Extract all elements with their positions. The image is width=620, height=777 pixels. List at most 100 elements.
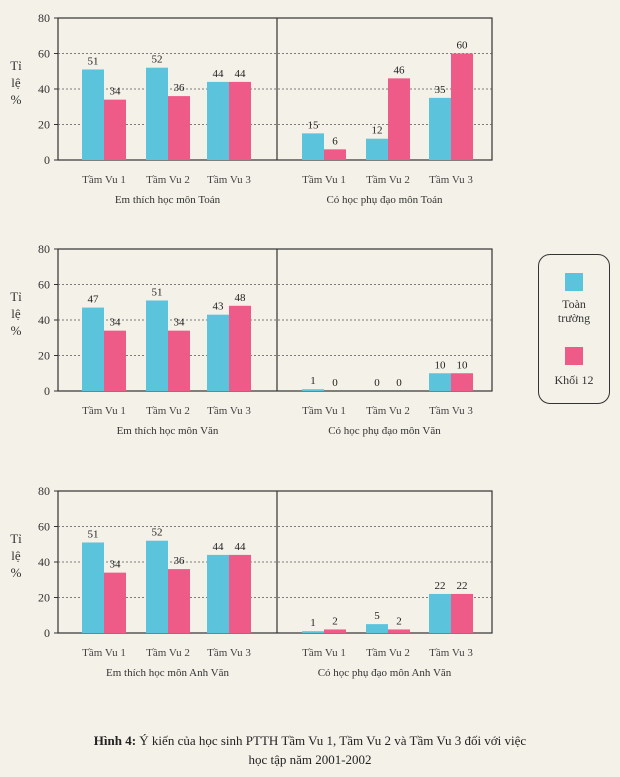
panel-title: Có học phụ đạo môn Toán (326, 194, 443, 206)
data-label: 47 (88, 294, 100, 306)
x-tick-label: Tầm Vu 3 (429, 405, 473, 417)
y-axis-label: lệ (11, 306, 21, 321)
y-tick-label: 40 (38, 555, 50, 569)
bar (104, 572, 126, 633)
bar (451, 53, 473, 160)
bar (429, 373, 451, 391)
y-axis-label: lệ (11, 548, 21, 563)
x-tick-label: Tầm Vu 3 (207, 174, 251, 186)
x-tick-label: Tầm Vu 3 (429, 647, 473, 659)
y-axis-label: Tỉ (10, 289, 22, 304)
bar (82, 69, 104, 160)
data-label: 44 (213, 68, 225, 80)
bar (168, 96, 190, 160)
data-label: 15 (308, 119, 320, 131)
data-label: 22 (457, 580, 468, 592)
data-label: 10 (435, 359, 447, 371)
panel-title: Có học phụ đạo môn Anh Văn (318, 667, 452, 679)
data-label: 2 (332, 615, 338, 627)
y-tick-label: 80 (38, 11, 50, 25)
y-axis-label: % (11, 323, 22, 338)
bar (451, 373, 473, 391)
data-label: 12 (372, 125, 383, 137)
bar (82, 307, 104, 391)
y-tick-label: 0 (44, 384, 50, 398)
data-label: 52 (152, 527, 163, 539)
x-tick-label: Tầm Vu 2 (146, 647, 190, 659)
bar (104, 330, 126, 391)
y-axis-label: Tỉ (10, 58, 22, 73)
data-label: 5 (374, 610, 380, 622)
x-tick-label: Tầm Vu 2 (366, 174, 410, 186)
legend: Toàn trường Khối 12 (538, 254, 610, 404)
legend-label-khoi-12: Khối 12 (554, 373, 594, 387)
y-axis-label: % (11, 565, 22, 580)
data-label: 48 (235, 292, 247, 304)
data-label: 46 (394, 64, 406, 76)
x-tick-label: Tầm Vu 3 (207, 647, 251, 659)
bar (146, 540, 168, 633)
bar (104, 99, 126, 160)
bar (366, 624, 388, 633)
bar (207, 81, 229, 160)
data-label: 43 (213, 301, 225, 313)
x-tick-label: Tầm Vu 1 (82, 405, 126, 417)
y-axis-label: Tỉ (10, 531, 22, 546)
x-tick-label: Tầm Vu 1 (302, 405, 346, 417)
data-label: 22 (435, 580, 446, 592)
bar (168, 330, 190, 391)
bar (229, 81, 251, 160)
bar (324, 629, 346, 633)
x-tick-label: Tầm Vu 1 (82, 647, 126, 659)
panel-title: Em thích học môn Anh Văn (106, 667, 229, 679)
data-label: 34 (110, 317, 122, 329)
data-label: 34 (110, 559, 122, 571)
x-tick-label: Tầm Vu 1 (302, 647, 346, 659)
data-label: 52 (152, 54, 163, 66)
data-label: 0 (332, 377, 338, 389)
bar (168, 569, 190, 633)
data-label: 60 (457, 40, 469, 52)
data-label: 44 (235, 68, 247, 80)
y-axis-label: lệ (11, 75, 21, 90)
y-axis-label: % (11, 92, 22, 107)
data-label: 0 (374, 377, 380, 389)
bar (366, 138, 388, 160)
y-tick-label: 60 (38, 520, 50, 534)
y-tick-label: 80 (38, 242, 50, 256)
x-tick-label: Tầm Vu 1 (302, 174, 346, 186)
data-label: 51 (88, 55, 99, 67)
data-label: 35 (435, 84, 447, 96)
data-label: 44 (213, 541, 225, 553)
y-tick-label: 0 (44, 153, 50, 167)
bar (429, 97, 451, 160)
y-tick-label: 60 (38, 47, 50, 61)
x-tick-label: Tầm Vu 3 (207, 405, 251, 417)
x-tick-label: Tầm Vu 1 (82, 174, 126, 186)
bar (388, 78, 410, 160)
y-tick-label: 20 (38, 591, 50, 605)
legend-label-toan-truong: Toàn trường (557, 297, 591, 325)
bar (429, 593, 451, 633)
x-tick-label: Tầm Vu 2 (366, 405, 410, 417)
data-label: 36 (174, 82, 186, 94)
data-label: 1 (310, 617, 316, 629)
data-label: 44 (235, 541, 247, 553)
y-tick-label: 40 (38, 82, 50, 96)
caption-line1: Ý kiến của học sinh PTTH Tầm Vu 1, Tầm V… (139, 733, 527, 748)
bar (146, 300, 168, 391)
bar (302, 631, 324, 633)
data-label: 6 (332, 135, 338, 147)
y-tick-label: 20 (38, 118, 50, 132)
legend-swatch-khoi-12 (565, 347, 583, 365)
data-label: 0 (396, 377, 402, 389)
panel-title: Có học phụ đạo môn Văn (328, 425, 441, 437)
data-label: 36 (174, 555, 186, 567)
caption-label: Hình 4: (93, 733, 137, 748)
bar (324, 149, 346, 160)
bar (229, 305, 251, 391)
bar (229, 554, 251, 633)
y-tick-label: 40 (38, 313, 50, 327)
bar (451, 593, 473, 633)
